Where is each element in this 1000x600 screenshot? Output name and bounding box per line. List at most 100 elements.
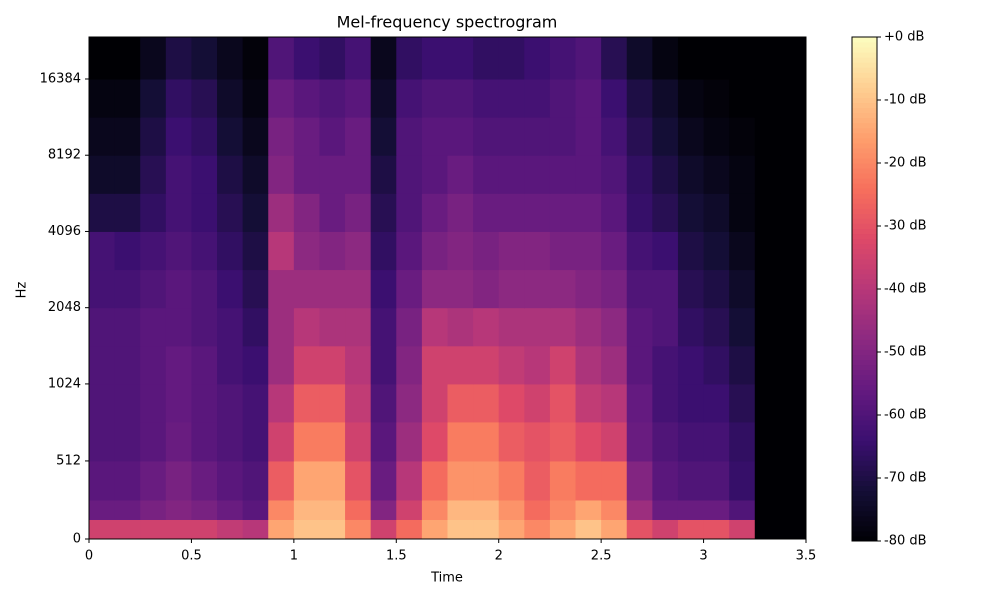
heatmap-cell xyxy=(89,421,116,462)
heatmap-cell xyxy=(140,155,167,194)
heatmap-cell xyxy=(447,307,474,347)
plot-frame xyxy=(88,36,807,540)
heatmap-cell xyxy=(140,383,167,423)
colorbar-swatch xyxy=(852,163,877,169)
heatmap-cell xyxy=(421,345,448,385)
heatmap-cell xyxy=(114,193,141,232)
heatmap-cell xyxy=(754,383,781,423)
heatmap-cell xyxy=(370,421,397,462)
heatmap-cell xyxy=(498,231,525,271)
colorbar-swatch xyxy=(852,500,877,507)
heatmap-cell xyxy=(242,383,269,423)
colorbar-swatch xyxy=(852,228,877,235)
x-tick-label: 0.5 xyxy=(181,549,202,564)
heatmap-cell xyxy=(370,78,397,118)
heatmap-cell xyxy=(652,231,679,271)
heatmap-cell xyxy=(549,499,577,520)
colorbar-swatch xyxy=(852,399,877,406)
heatmap-cell xyxy=(242,78,269,118)
y-tick-label: 4096 xyxy=(48,224,81,239)
heatmap-cell xyxy=(242,193,269,232)
heatmap-cell xyxy=(165,519,192,540)
heatmap-cell xyxy=(626,155,653,194)
heatmap-cell xyxy=(396,499,423,520)
colorbar-swatch xyxy=(852,515,877,522)
heatmap-cell xyxy=(626,231,653,271)
heatmap-cell xyxy=(293,193,320,232)
heatmap-cell xyxy=(345,307,372,347)
colorbar-swatch xyxy=(852,309,877,315)
heatmap-cell xyxy=(242,231,269,271)
heatmap-cell xyxy=(473,307,500,347)
heatmap-cell xyxy=(89,37,116,80)
heatmap-cell xyxy=(447,231,474,271)
colorbar-swatch xyxy=(852,47,877,53)
heatmap-cell xyxy=(89,78,116,118)
colorbar-swatch xyxy=(852,168,877,174)
heatmap-cell xyxy=(498,269,525,309)
heatmap-cell xyxy=(549,231,577,271)
heatmap-cell xyxy=(498,78,525,118)
x-tick-label: 1.5 xyxy=(386,549,407,564)
heatmap-cell xyxy=(396,345,423,385)
heatmap-cell xyxy=(293,460,320,501)
heatmap-cell xyxy=(626,499,653,520)
heatmap-cell xyxy=(703,117,730,156)
heatmap-cell xyxy=(549,519,577,540)
heatmap-cell xyxy=(396,193,423,232)
heatmap-cell xyxy=(396,37,423,80)
heatmap-cell xyxy=(217,269,244,309)
heatmap-cell xyxy=(165,383,192,423)
heatmap-cell xyxy=(421,383,448,423)
colorbar-swatch xyxy=(852,178,877,184)
colorbar-swatch xyxy=(852,258,877,265)
heatmap-cell xyxy=(780,117,807,156)
heatmap-cell xyxy=(345,37,372,80)
colorbar-swatch xyxy=(852,294,877,300)
heatmap-cell xyxy=(89,231,116,271)
heatmap-cell xyxy=(140,269,167,309)
heatmap-cell xyxy=(345,269,372,309)
heatmap-cell xyxy=(524,269,551,309)
heatmap-cell xyxy=(319,117,346,156)
heatmap-cell xyxy=(396,231,423,271)
heatmap-cell xyxy=(242,499,269,520)
colorbar-swatch xyxy=(852,127,877,134)
heatmap-cell xyxy=(319,193,346,232)
heatmap-cell xyxy=(345,231,372,271)
heatmap-cell xyxy=(549,383,577,423)
heatmap-cell xyxy=(242,421,269,462)
heatmap-cell xyxy=(652,117,679,156)
heatmap-cell xyxy=(447,460,474,501)
x-axis-label: Time xyxy=(430,571,463,586)
colorbar-swatch xyxy=(852,263,877,270)
heatmap-cell xyxy=(652,460,679,501)
heatmap-cell xyxy=(89,345,116,385)
heatmap-cell xyxy=(447,269,474,309)
colorbar-tick-label: -30 dB xyxy=(884,219,927,234)
heatmap-cell xyxy=(191,117,218,156)
heatmap-cell xyxy=(524,383,551,423)
heatmap-cell xyxy=(396,117,423,156)
heatmap-cell xyxy=(626,117,653,156)
colorbar-swatch xyxy=(852,52,877,58)
colorbar-swatch xyxy=(852,445,877,451)
heatmap-cell xyxy=(345,383,372,423)
heatmap-cell xyxy=(473,117,500,156)
colorbar-swatch xyxy=(852,208,877,214)
heatmap-cell xyxy=(549,345,577,385)
colorbar-swatch xyxy=(852,102,877,109)
colorbar-swatch xyxy=(852,324,877,330)
heatmap-cell xyxy=(370,231,397,271)
heatmap-cell xyxy=(549,117,577,156)
heatmap-cell xyxy=(345,117,372,156)
heatmap-cell xyxy=(114,460,141,501)
heatmap-cell xyxy=(242,155,269,194)
heatmap-cell xyxy=(370,345,397,385)
heatmap-cell xyxy=(191,155,218,194)
colorbar-swatch xyxy=(852,188,877,194)
heatmap-cell xyxy=(473,519,500,540)
heatmap-cell xyxy=(319,269,346,309)
colorbar-swatch xyxy=(852,505,877,512)
heatmap-cell xyxy=(114,499,141,520)
